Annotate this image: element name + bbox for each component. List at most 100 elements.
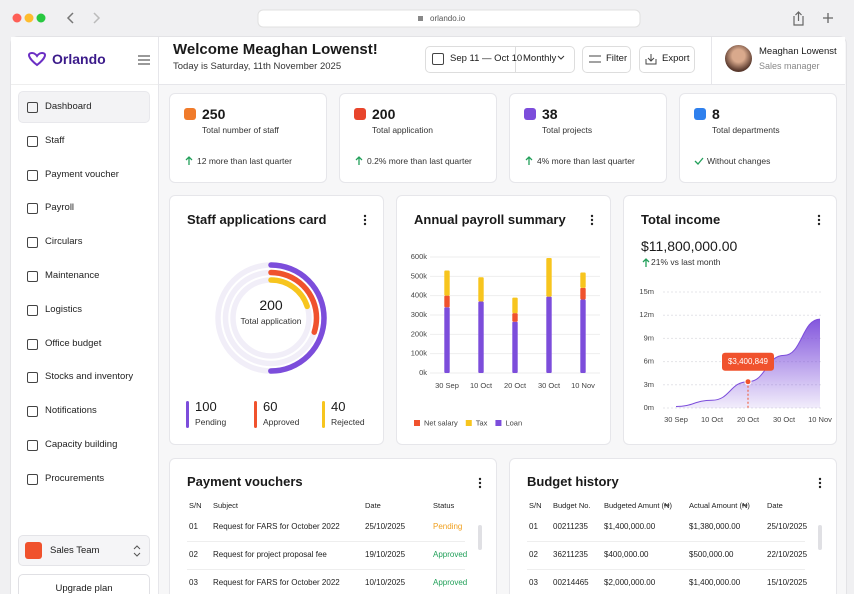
chart [817,214,821,226]
nav-item[interactable]: Maintenance [45,270,100,281]
y-tick-label: 600k [411,252,428,261]
chart [133,545,141,557]
row-divider [187,541,465,542]
nav-item[interactable]: Logistics [45,303,82,315]
x-tick-label: 10 Nov [808,415,832,424]
window-control [12,13,22,23]
x-tick-label: 10 Oct [470,381,493,390]
chart: orlando.io [12,9,833,28]
export-button[interactable] [639,46,695,73]
table-header: S/N [529,501,542,510]
more-icon [363,222,367,226]
row-divider [527,569,805,570]
nav-icon [27,271,38,282]
chevron [133,545,141,557]
y-tick-label: 0m [644,403,654,412]
staff-card [169,195,384,445]
more-icon [363,214,367,218]
chart [645,54,657,65]
area [676,319,820,408]
bar-segment [478,277,484,302]
more-icon [590,214,594,218]
bar-segment [546,257,552,297]
row-divider [527,541,805,542]
x-tick-label: 30 Oct [538,381,561,390]
y-tick-label: 6m [644,357,654,366]
nav-item[interactable]: Office budget [45,337,102,349]
chart: 0k 100k 200k 300k 400k 500k 600k 30 Sep 10 Oct 20… [411,252,600,427]
nav-item[interactable]: Stocks and inventory [45,371,134,383]
filter-button[interactable] [582,46,631,73]
nav-icon [27,473,38,485]
nav-item[interactable]: Capacity building [45,439,118,450]
card-title: Staff applications card [187,212,327,227]
nav-item[interactable]: Circulars [45,236,83,248]
trend-up-icon [525,156,533,165]
table-cell: 22/10/2025 [767,550,808,559]
team-avatar [25,542,42,559]
legend-swatch [414,420,420,426]
stat-card [339,93,497,183]
nav-item[interactable]: Payroll [45,202,75,214]
card-title: Total income [641,212,721,227]
ring-total: 200 [259,297,283,313]
chart [363,214,367,226]
table-cell: 25/10/2025 [365,522,406,531]
export-label: Export [662,53,690,64]
chart [694,157,704,165]
table-cell: Pending [433,522,463,531]
y-tick-label: 100k [411,349,428,358]
nav-item[interactable]: Procurements [45,472,105,484]
stat-value: 8 [712,106,720,122]
user-role: Sales manager [759,61,820,71]
more-icon [817,222,821,226]
chart [642,258,650,267]
nav-item[interactable]: Notifications [45,405,97,417]
nav-icon [27,203,38,215]
y-tick-label: 15m [639,287,654,296]
legend-bar [254,401,257,428]
legend-label: Approved [263,417,300,427]
legend-swatch [495,420,502,426]
nav-icon [27,237,38,249]
y-tick-label: 12m [639,310,654,319]
table-cell: 36211235 [553,550,588,559]
card-title: Budget history [527,474,619,489]
stat-card [679,93,837,183]
more-icon [817,218,821,222]
more-icon [590,218,594,222]
chart [589,55,601,63]
nav-icon [27,102,38,113]
nav-icon [27,338,38,350]
chart [557,55,565,60]
nav-item[interactable]: Staff [45,134,65,146]
stat-icon [354,108,366,120]
nav-icon [27,440,38,451]
table-header: Status [433,501,455,510]
bar-segment [512,297,518,314]
stat-change: 0.2% more than last quarter [367,156,472,166]
stat-value: 38 [542,106,558,122]
nav-item[interactable]: Dashboard [45,101,92,112]
date-button[interactable] [425,46,575,73]
ring-arc [230,277,312,359]
nav-icon [27,135,38,147]
upgrade-button[interactable] [18,574,150,594]
user-avatar [725,45,752,72]
income-total: $11,800,000.00 [641,238,738,254]
window-control [24,13,34,23]
table-cell: 03 [189,578,198,587]
row-divider [187,569,465,570]
nav-item[interactable]: Payment voucher [45,168,119,180]
stat-value: 250 [202,106,226,122]
y-tick-label: 0k [419,368,427,377]
stat-icon [694,108,706,120]
table-cell: 15/10/2025 [767,578,808,587]
y-tick-label: 400k [411,291,428,300]
nav-icon [27,372,38,384]
button-divider [515,46,516,73]
sidebar-divider [11,84,158,85]
more-icon [818,481,822,485]
x-tick-label: 10 Oct [701,415,724,424]
